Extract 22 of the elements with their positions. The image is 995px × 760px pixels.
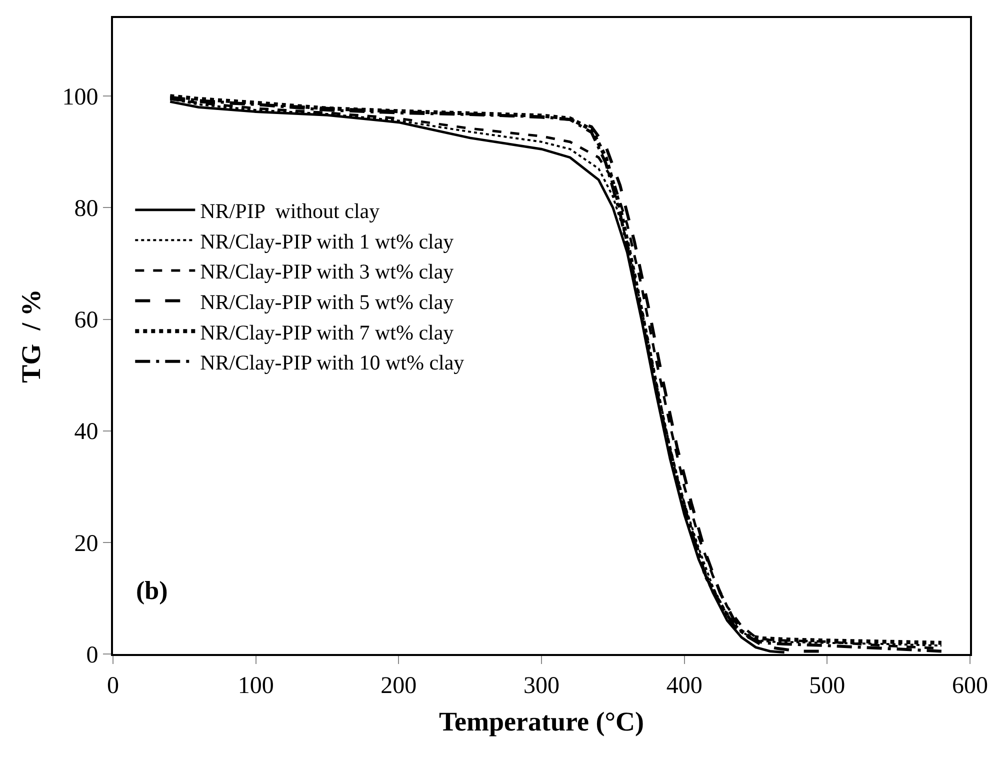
x-tick-label: 400 xyxy=(666,672,702,699)
x-tick-label: 0 xyxy=(107,672,119,699)
y-tick-label: 80 xyxy=(74,196,98,222)
legend-label: NR/Clay-PIP with 7 wt% clay xyxy=(200,320,454,344)
legend-label: NR/Clay-PIP with 3 wt% clay xyxy=(200,260,454,284)
x-tick-label: 600 xyxy=(952,672,988,699)
x-tick-label: 300 xyxy=(524,672,560,699)
annotation: (b) xyxy=(136,576,168,605)
y-tick-label: 20 xyxy=(74,530,98,557)
x-tick-label: 100 xyxy=(238,672,274,699)
y-tick-label: 60 xyxy=(74,308,98,334)
y-tick-label: 0 xyxy=(86,642,98,668)
x-tick-label: 200 xyxy=(380,672,417,699)
y-tick-label: 100 xyxy=(62,84,98,111)
legend-label: NR/Clay-PIP with 5 wt% clay xyxy=(200,290,454,314)
legend-label: NR/Clay-PIP with 1 wt% clay xyxy=(200,229,454,254)
x-tick-label: 500 xyxy=(809,672,846,699)
legend-label: NR/Clay-PIP with 10 wt% clay xyxy=(200,350,465,375)
y-axis-title: TG / % xyxy=(16,289,46,383)
x-axis-title: Temperature (°C) xyxy=(438,706,644,737)
y-tick-label: 40 xyxy=(74,419,98,446)
legend-label: NR/PIP without clay xyxy=(200,199,380,224)
